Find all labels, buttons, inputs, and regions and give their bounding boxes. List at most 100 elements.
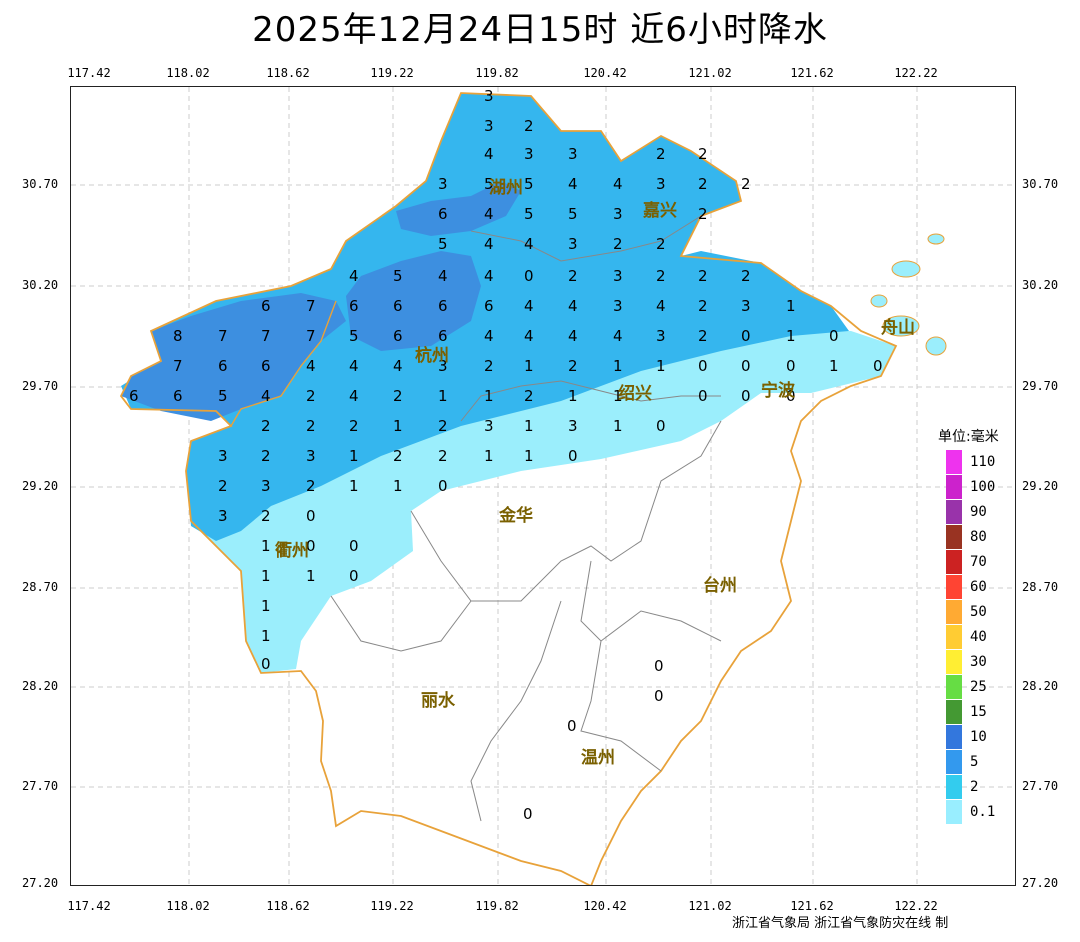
map-title: 2025年12月24日15时 近6小时降水 bbox=[252, 10, 828, 50]
x-tick: 121.62 bbox=[790, 899, 834, 913]
svg-text:1: 1 bbox=[613, 417, 623, 435]
svg-text:3: 3 bbox=[568, 417, 578, 435]
svg-text:4: 4 bbox=[524, 327, 534, 345]
legend-swatch bbox=[946, 800, 962, 824]
svg-text:0: 0 bbox=[873, 357, 883, 375]
svg-text:6: 6 bbox=[438, 327, 448, 345]
svg-text:2: 2 bbox=[306, 477, 316, 495]
legend-item: 70 bbox=[946, 550, 1026, 574]
svg-text:3: 3 bbox=[218, 447, 228, 465]
x-tick: 119.82 bbox=[475, 899, 519, 913]
zhoushan-islands bbox=[870, 233, 947, 356]
svg-text:3: 3 bbox=[656, 175, 666, 193]
y-tick: 27.70 bbox=[1022, 779, 1059, 793]
svg-text:3: 3 bbox=[613, 205, 623, 223]
svg-text:4: 4 bbox=[349, 267, 359, 285]
svg-text:1: 1 bbox=[349, 447, 359, 465]
prefecture-border bbox=[230, 300, 337, 427]
svg-text:0: 0 bbox=[523, 805, 533, 823]
y-tick: 27.20 bbox=[1022, 876, 1059, 890]
svg-text:1: 1 bbox=[524, 357, 534, 375]
svg-text:6: 6 bbox=[261, 297, 271, 315]
svg-text:4: 4 bbox=[656, 297, 666, 315]
svg-text:1: 1 bbox=[524, 447, 534, 465]
x-tick: 120.42 bbox=[583, 66, 627, 80]
svg-text:0: 0 bbox=[741, 387, 751, 405]
legend-swatch bbox=[946, 500, 962, 524]
svg-text:5: 5 bbox=[484, 175, 494, 193]
x-tick: 121.62 bbox=[790, 66, 834, 80]
svg-text:2: 2 bbox=[438, 447, 448, 465]
map-credit: 浙江省气象局 浙江省气象防灾在线 制 bbox=[732, 916, 949, 931]
svg-text:6: 6 bbox=[129, 387, 139, 405]
svg-text:3: 3 bbox=[656, 327, 666, 345]
svg-text:4: 4 bbox=[484, 235, 494, 253]
svg-text:6: 6 bbox=[349, 297, 359, 315]
svg-text:3: 3 bbox=[568, 145, 578, 163]
svg-text:1: 1 bbox=[484, 387, 494, 405]
svg-text:2: 2 bbox=[484, 357, 494, 375]
legend-item: 15 bbox=[946, 700, 1026, 724]
svg-text:0: 0 bbox=[524, 267, 534, 285]
svg-text:6: 6 bbox=[393, 297, 403, 315]
x-tick: 117.42 bbox=[67, 66, 111, 80]
svg-text:4: 4 bbox=[438, 267, 448, 285]
svg-text:5: 5 bbox=[524, 175, 534, 193]
rain-band-5-10 bbox=[396, 181, 521, 236]
svg-text:0: 0 bbox=[261, 655, 271, 673]
svg-text:2: 2 bbox=[306, 387, 316, 405]
legend-item: 30 bbox=[946, 650, 1026, 674]
svg-text:0: 0 bbox=[306, 507, 316, 525]
svg-text:2: 2 bbox=[656, 267, 666, 285]
svg-text:3: 3 bbox=[484, 87, 494, 105]
x-tick: 122.22 bbox=[894, 899, 938, 913]
svg-text:3: 3 bbox=[306, 447, 316, 465]
svg-text:2: 2 bbox=[524, 387, 534, 405]
svg-text:0: 0 bbox=[654, 687, 664, 705]
x-tick: 118.62 bbox=[266, 899, 310, 913]
svg-text:2: 2 bbox=[698, 327, 708, 345]
svg-text:1: 1 bbox=[613, 387, 623, 405]
svg-text:5: 5 bbox=[218, 387, 228, 405]
precipitation-map: 3 3 2 4 3 3 2 2 3 5 5 4 4 3 2 2 6 4 5 5 3 2 5 4 4 3 2 2 4 5 4 4 0 2… bbox=[71, 87, 1015, 885]
svg-text:4: 4 bbox=[613, 175, 623, 193]
svg-text:5: 5 bbox=[568, 205, 578, 223]
svg-text:1: 1 bbox=[524, 417, 534, 435]
legend-item: 5 bbox=[946, 750, 1026, 774]
svg-text:0: 0 bbox=[698, 357, 708, 375]
svg-text:2: 2 bbox=[568, 357, 578, 375]
svg-text:1: 1 bbox=[393, 417, 403, 435]
svg-text:3: 3 bbox=[613, 297, 623, 315]
svg-text:2: 2 bbox=[524, 117, 534, 135]
legend-swatch bbox=[946, 575, 962, 599]
svg-text:0: 0 bbox=[349, 537, 359, 555]
svg-text:2: 2 bbox=[656, 235, 666, 253]
legend-swatch bbox=[946, 550, 962, 574]
x-tick: 121.02 bbox=[688, 66, 732, 80]
svg-text:1: 1 bbox=[261, 597, 271, 615]
svg-text:1: 1 bbox=[261, 567, 271, 585]
x-tick: 118.02 bbox=[166, 66, 210, 80]
svg-text:6: 6 bbox=[261, 357, 271, 375]
svg-text:4: 4 bbox=[484, 327, 494, 345]
svg-text:0: 0 bbox=[568, 447, 578, 465]
svg-text:2: 2 bbox=[261, 507, 271, 525]
svg-text:2: 2 bbox=[656, 145, 666, 163]
svg-text:2: 2 bbox=[568, 267, 578, 285]
legend-item: 40 bbox=[946, 625, 1026, 649]
svg-text:4: 4 bbox=[568, 327, 578, 345]
svg-text:2: 2 bbox=[613, 235, 623, 253]
city-label: 湖州 bbox=[489, 178, 523, 198]
city-label: 舟山 bbox=[881, 317, 915, 338]
x-tick: 119.22 bbox=[370, 899, 414, 913]
svg-text:1: 1 bbox=[786, 297, 796, 315]
svg-text:1: 1 bbox=[484, 447, 494, 465]
svg-text:1: 1 bbox=[393, 477, 403, 495]
svg-text:4: 4 bbox=[524, 297, 534, 315]
svg-text:3: 3 bbox=[484, 417, 494, 435]
legend-swatch bbox=[946, 725, 962, 749]
x-tick: 118.62 bbox=[266, 66, 310, 80]
svg-text:2: 2 bbox=[306, 417, 316, 435]
svg-text:1: 1 bbox=[261, 537, 271, 555]
svg-text:2: 2 bbox=[261, 417, 271, 435]
